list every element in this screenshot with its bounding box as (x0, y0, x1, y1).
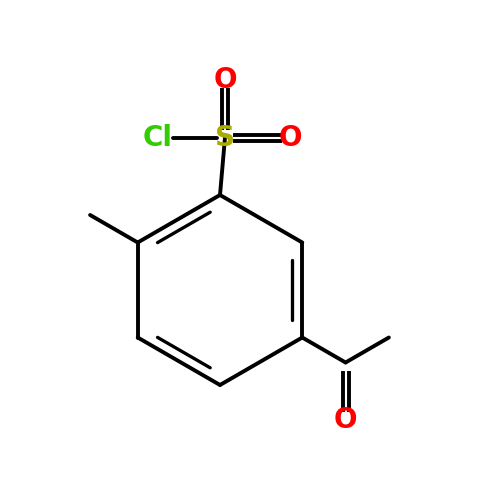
Text: O: O (334, 406, 357, 434)
Text: Cl: Cl (142, 124, 172, 152)
Text: O: O (278, 124, 302, 152)
Text: S: S (215, 124, 235, 152)
Text: O: O (213, 66, 237, 94)
